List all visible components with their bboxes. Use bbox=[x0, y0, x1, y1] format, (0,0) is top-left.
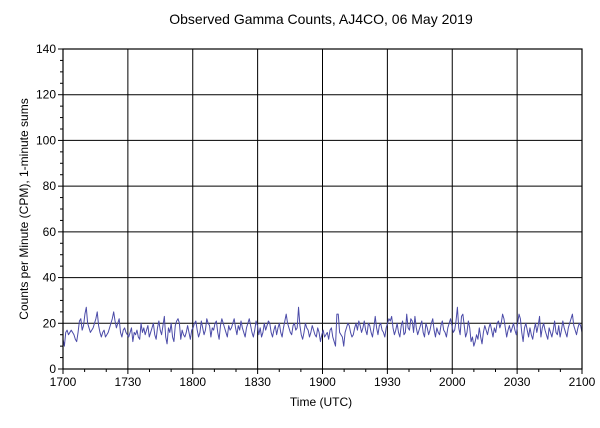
y-tick-label: 120 bbox=[36, 88, 56, 102]
x-tick-label: 2030 bbox=[504, 375, 531, 389]
x-tick-label: 1830 bbox=[244, 375, 271, 389]
x-tick-label: 1800 bbox=[179, 375, 206, 389]
grid bbox=[63, 49, 582, 369]
x-tick-label: 1900 bbox=[309, 375, 336, 389]
x-tick-label: 1700 bbox=[50, 375, 77, 389]
y-tick-label: 100 bbox=[36, 133, 56, 147]
y-tick-label: 40 bbox=[43, 271, 57, 285]
series-layer bbox=[62, 306, 583, 347]
y-tick-label: 20 bbox=[43, 316, 57, 330]
y-axis-label: Counts per Minute (CPM), 1-minute sums bbox=[17, 98, 31, 319]
y-tick-label: 80 bbox=[43, 179, 57, 193]
y-tick-label: 0 bbox=[49, 362, 56, 376]
x-tick-label: 2000 bbox=[439, 375, 466, 389]
y-tick-label: 60 bbox=[43, 225, 57, 239]
y-axis-ticks: 0 20 40 60 80 100 120 140 bbox=[36, 42, 63, 376]
x-tick-label: 1730 bbox=[115, 375, 142, 389]
series-line-0 bbox=[62, 306, 583, 347]
x-tick-label: 2100 bbox=[569, 375, 596, 389]
x-axis-ticks: 1700 1730 1800 1830 1900 1930 2000 2030 2100 bbox=[50, 369, 596, 389]
x-tick-label: 1930 bbox=[374, 375, 401, 389]
x-axis-label: Time (UTC) bbox=[290, 395, 352, 409]
chart-title: Observed Gamma Counts, AJ4CO, 06 May 201… bbox=[169, 11, 473, 27]
y-tick-label: 140 bbox=[36, 42, 56, 56]
